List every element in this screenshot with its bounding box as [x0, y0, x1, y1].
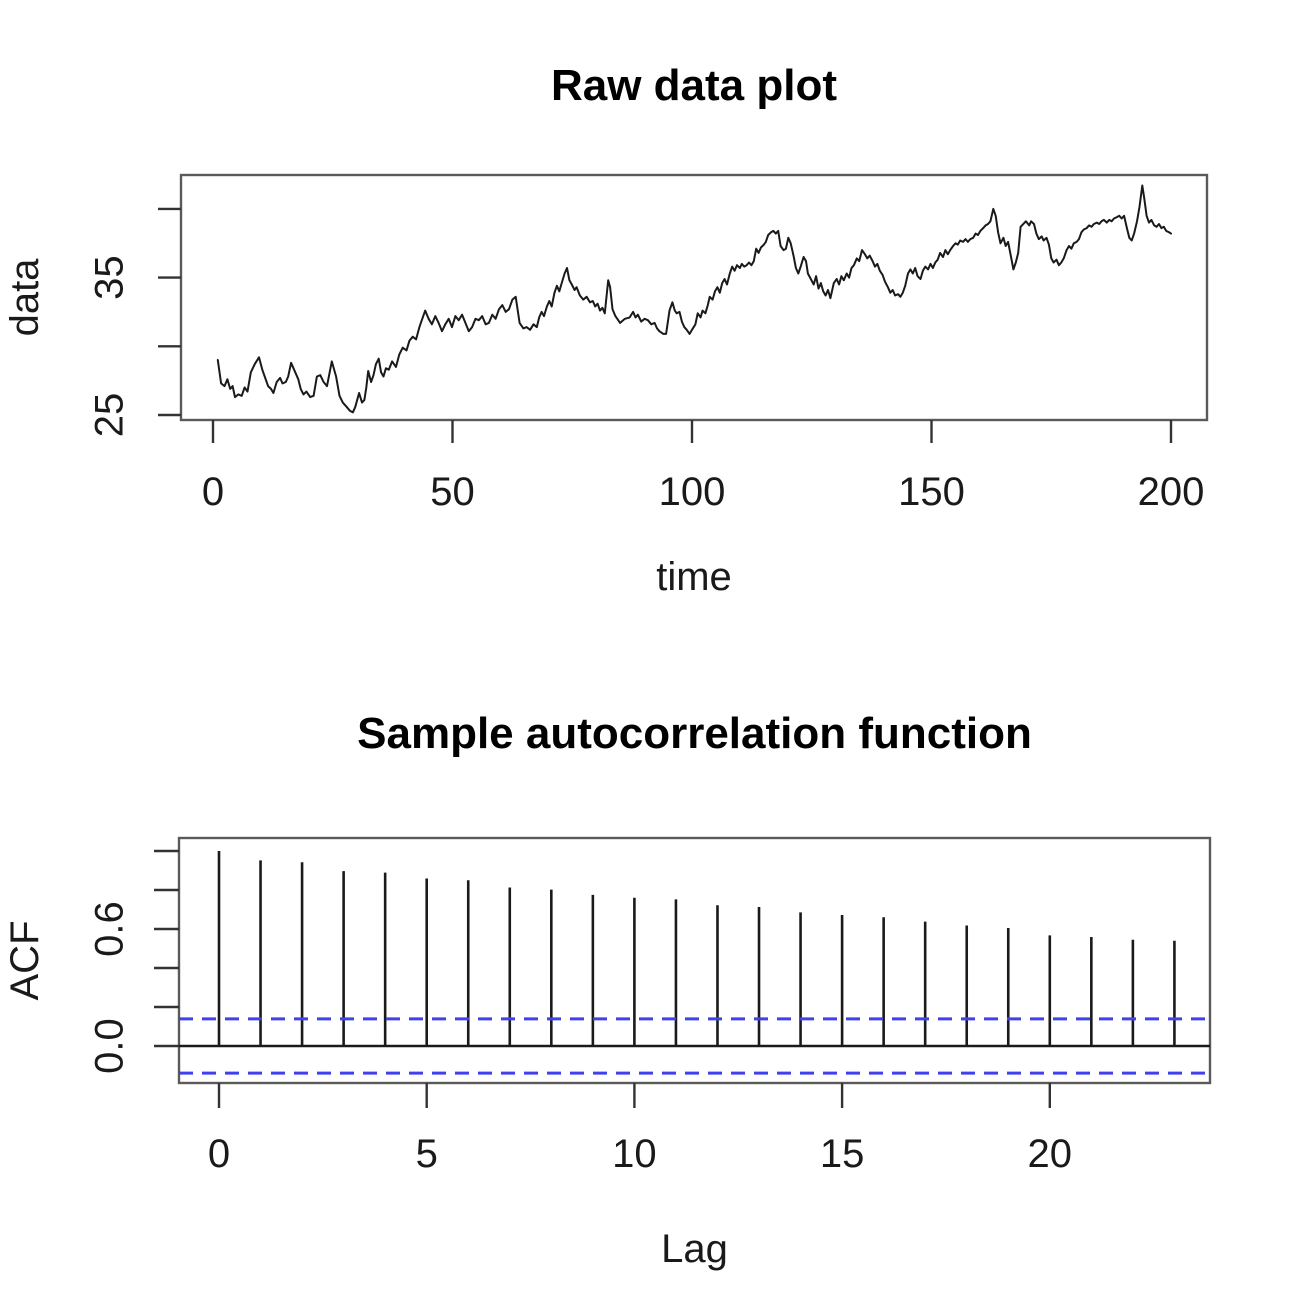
- x-tick-label: 10: [612, 1132, 657, 1176]
- plot-border: [179, 173, 1209, 422]
- x-tick-label: 0: [202, 470, 224, 514]
- x-tick-label: 20: [1028, 1132, 1073, 1176]
- y-axis-label: data: [3, 258, 47, 337]
- chart-title: Sample autocorrelation function: [357, 709, 1032, 758]
- x-tick-label: 100: [659, 470, 726, 514]
- series-line: [216, 184, 1172, 414]
- chart-title: Raw data plot: [551, 61, 837, 110]
- y-tick-label: 35: [88, 255, 132, 300]
- y-axis-label: ACF: [3, 921, 47, 1001]
- x-tick-label: 15: [820, 1132, 865, 1176]
- y-tick-label: 0.6: [88, 901, 132, 957]
- x-tick-label: 50: [430, 470, 475, 514]
- x-tick-label: 150: [898, 470, 965, 514]
- plot-border: [177, 836, 1212, 1085]
- y-tick-label: 0.0: [88, 1018, 132, 1074]
- x-tick-label: 5: [416, 1132, 438, 1176]
- x-axis-label: time: [656, 555, 732, 599]
- x-tick-label: 200: [1138, 470, 1205, 514]
- y-tick-label: 25: [88, 393, 132, 438]
- x-axis-label: Lag: [661, 1227, 728, 1271]
- x-tick-label: 0: [208, 1132, 230, 1176]
